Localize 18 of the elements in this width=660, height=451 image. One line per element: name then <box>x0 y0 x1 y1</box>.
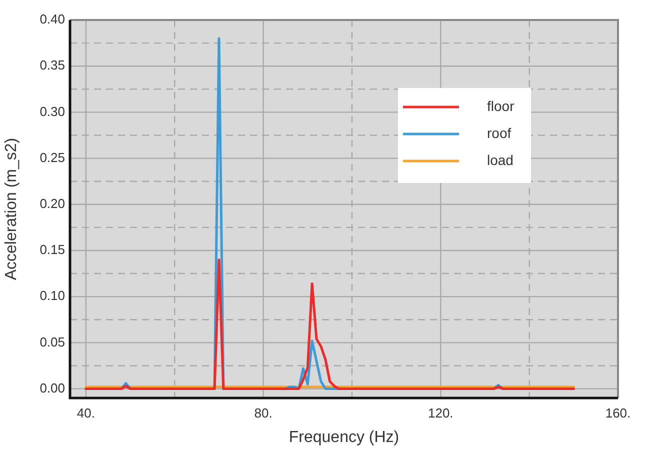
y-tick-label: 0.40 <box>40 12 65 27</box>
x-axis-title: Frequency (Hz) <box>288 428 400 446</box>
x-tick-label: 120. <box>428 405 454 420</box>
y-tick-label: 0.25 <box>40 150 65 165</box>
x-tick-label: 40. <box>76 405 95 420</box>
y-tick-label: 0.15 <box>40 242 65 258</box>
y-tick-label: 0.20 <box>40 196 65 211</box>
y-tick-label: 0.10 <box>40 288 65 304</box>
legend-label: roof <box>487 124 512 141</box>
y-tick-label: 0.00 <box>40 380 65 396</box>
x-tick-label: 80. <box>254 405 272 420</box>
y-axis-title: Acceleration (m_s2) <box>3 138 20 280</box>
legend-label: load <box>487 152 514 168</box>
legend-label: floor <box>487 98 515 114</box>
x-tick-label: 160. <box>605 405 631 420</box>
y-tick-label: 0.35 <box>40 58 65 73</box>
y-tick-label: 0.30 <box>40 104 65 119</box>
y-tick-label: 0.05 <box>40 334 65 350</box>
